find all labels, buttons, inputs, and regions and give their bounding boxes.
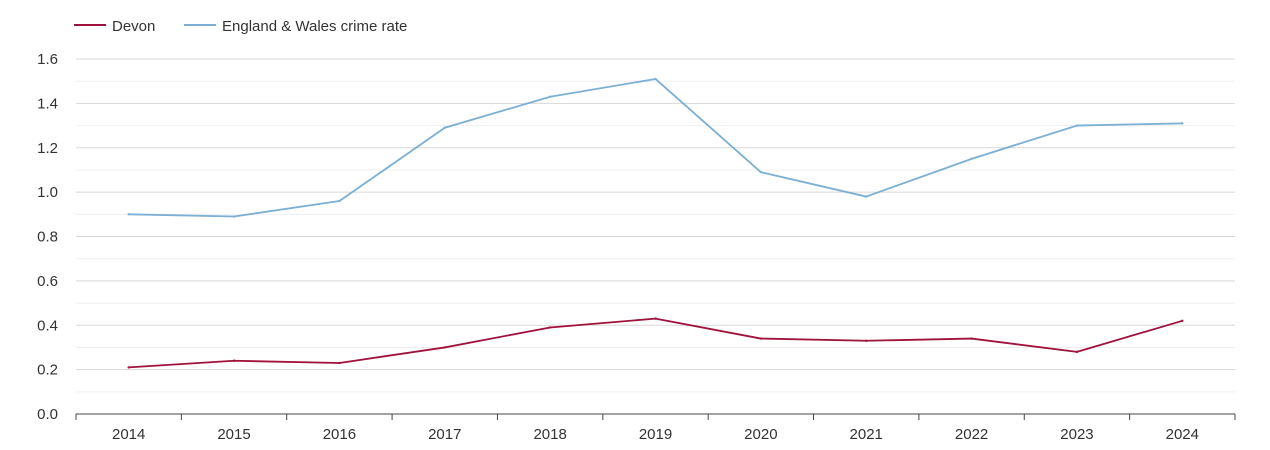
x-tick-label: 2017 <box>428 426 461 443</box>
y-tick-label: 0.8 <box>37 229 58 246</box>
y-tick-label: 0.2 <box>37 362 58 379</box>
data-point <box>865 339 868 342</box>
y-tick-label: 0.0 <box>37 406 58 423</box>
x-tick-label: 2021 <box>850 426 883 443</box>
data-point <box>443 126 446 129</box>
y-tick-label: 0.4 <box>37 317 58 334</box>
data-point <box>338 361 341 365</box>
x-tick-label: 2018 <box>533 426 566 443</box>
data-point <box>1075 350 1079 354</box>
x-tick-label: 2015 <box>217 426 250 443</box>
data-point <box>548 326 552 329</box>
y-tick-label: 1.4 <box>37 95 58 112</box>
x-tick-label: 2020 <box>744 426 777 443</box>
x-tick-label: 2019 <box>639 426 672 443</box>
y-tick-label: 1.0 <box>37 184 58 201</box>
data-point <box>232 359 236 362</box>
x-axis: 2014 2015 2016 2017 2018 2019 2020 2021 2022 2023… <box>75 414 1236 443</box>
legend-label: England & Wales crime rate <box>222 18 407 35</box>
data-point <box>970 157 973 161</box>
y-tick-label: 0.6 <box>37 273 58 290</box>
data-point <box>1181 122 1184 125</box>
data-point <box>443 346 446 349</box>
legend-label: Devon <box>112 18 155 35</box>
data-point <box>759 170 763 174</box>
y-tick-label: 1.6 <box>37 51 58 68</box>
series-line-0 <box>128 317 1183 369</box>
data-point <box>127 366 130 369</box>
x-tick-label: 2022 <box>955 426 988 443</box>
data-point <box>654 77 657 81</box>
data-point <box>548 95 552 98</box>
data-point <box>1181 319 1184 323</box>
data-point <box>759 337 763 340</box>
data-point <box>970 337 973 340</box>
series-lines <box>127 77 1184 369</box>
y-tick-label: 1.2 <box>37 140 58 157</box>
data-point <box>338 199 341 203</box>
data-point <box>865 195 868 198</box>
legend: Devon England & Wales crime rate <box>74 18 407 35</box>
data-point <box>127 213 130 216</box>
gridlines <box>76 58 1235 415</box>
x-tick-label: 2014 <box>112 426 145 443</box>
data-point <box>232 215 236 218</box>
x-tick-label: 2024 <box>1166 426 1199 443</box>
data-point <box>654 317 657 320</box>
x-tick-label: 2016 <box>323 426 356 443</box>
y-axis: 0.0 0.2 0.4 0.6 0.8 1.0 1.2 1.4 1.6 <box>37 51 58 423</box>
x-tick-label: 2023 <box>1060 426 1093 443</box>
data-point <box>1075 124 1079 127</box>
